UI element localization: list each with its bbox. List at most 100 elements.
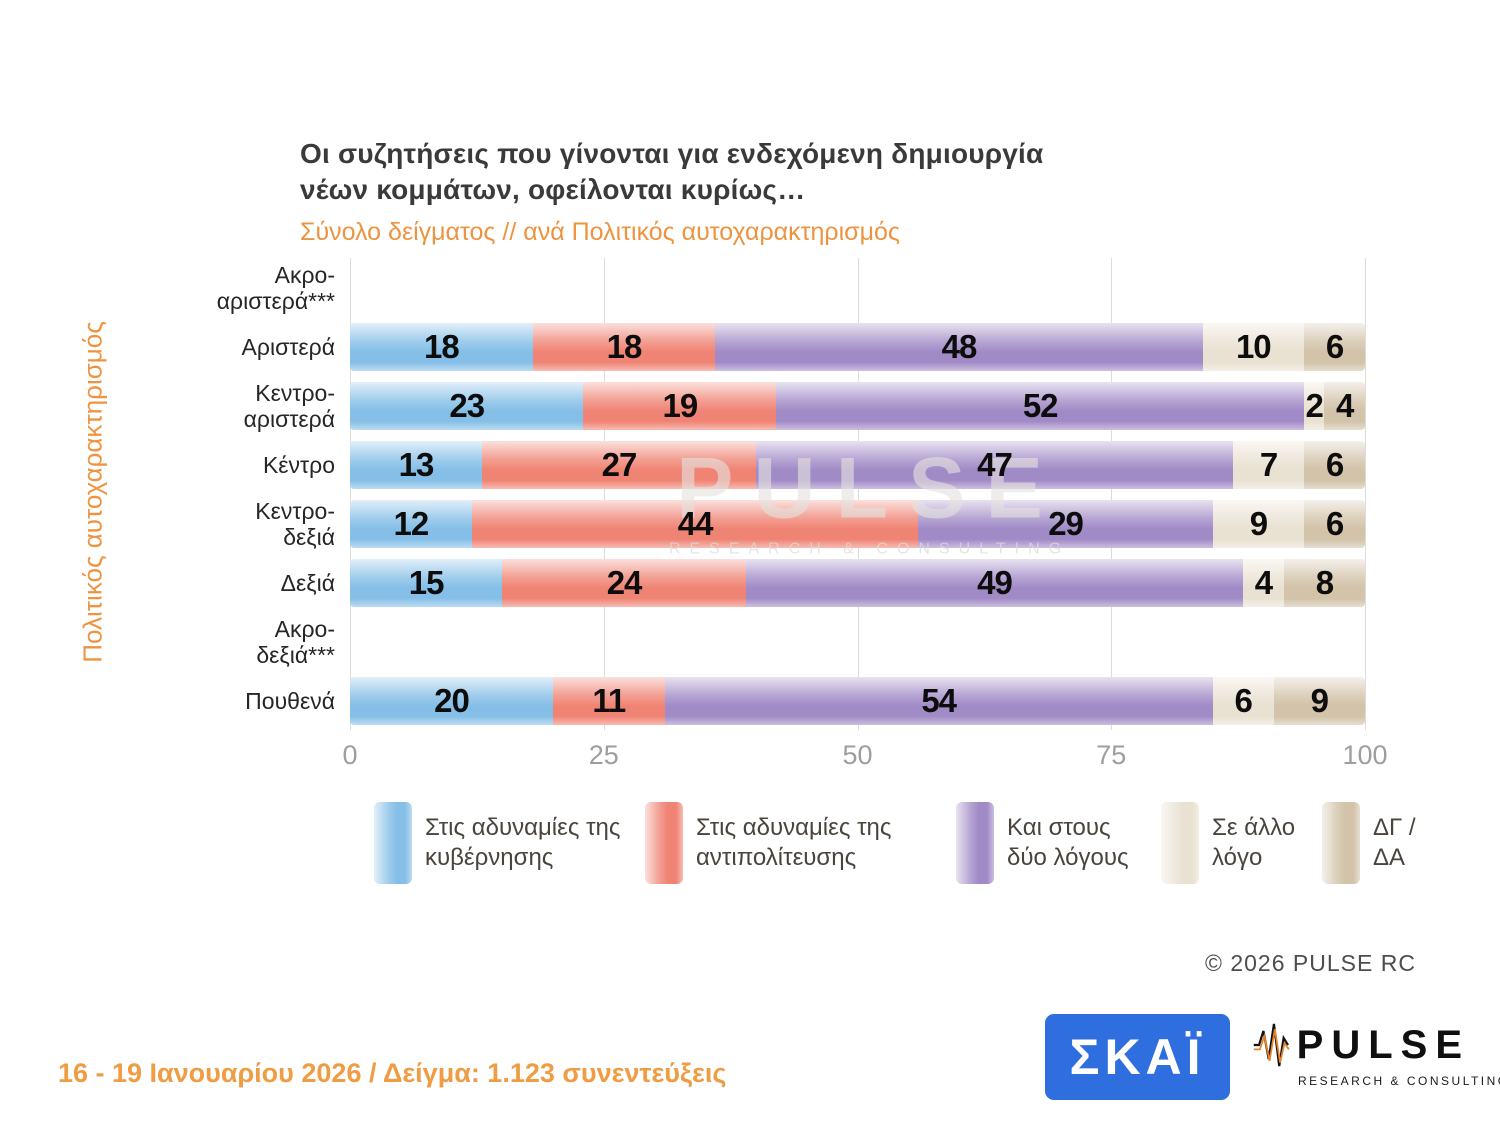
category-label-line: Ακρο- <box>274 615 335 642</box>
bar-value: 10 <box>1235 327 1272 365</box>
bar-segment: 29 <box>918 499 1213 548</box>
gridline <box>1365 258 1366 730</box>
bar-segment: 44 <box>471 499 919 548</box>
legend-item: Και στους δύο λόγους <box>956 802 1139 884</box>
bar-value: 18 <box>423 327 460 365</box>
bar-value: 6 <box>1325 445 1344 483</box>
gridline <box>1111 258 1113 730</box>
legend-item: Στις αδυναμίες της κυβέρνησης <box>374 802 623 884</box>
legend-label: Στις αδυναμίες της κυβέρνησης <box>425 814 621 871</box>
category-label: Πουθενά <box>95 671 335 730</box>
bar-rows: 18 18 48 10 6 23 19 52 2 4 13 27 47 7 6 12 44 29 9 6 15 24 49 4… <box>350 258 1365 730</box>
bar-value: 47 <box>977 445 1013 483</box>
gridline <box>350 258 351 730</box>
bar-value: 8 <box>1315 563 1334 601</box>
category-label-line: Ακρο- <box>274 261 335 288</box>
category-label-line: αριστερά*** <box>216 287 335 314</box>
pulse-logo-text: PULSE <box>1296 1022 1470 1067</box>
x-axis-tick-label: 0 <box>342 740 358 770</box>
bar-value: 52 <box>1022 386 1059 424</box>
bar-segment: 10 <box>1202 322 1305 371</box>
bar-segment: 9 <box>1273 676 1365 725</box>
category-labels: Ακρο-αριστερά*** Αριστερά Κεντρο-αριστερά Κ… <box>95 258 335 730</box>
pulse-logo-subtext: RESEARCH & CONSULTING <box>1298 1074 1500 1088</box>
bar-value: 11 <box>592 681 626 719</box>
category-label-line: δεξιά*** <box>256 641 335 668</box>
legend-swatch <box>1161 802 1199 884</box>
legend-label: Στις αδυναμίες της αντιπολίτευσης <box>696 814 892 871</box>
chart-title-line1: Οι συζητήσεις που γίνονται για ενδεχόμεν… <box>300 138 1044 169</box>
bar-value: 23 <box>449 386 485 424</box>
bar-segment: 8 <box>1283 558 1365 607</box>
bar-segment: 13 <box>350 440 482 489</box>
x-axis-tick-label: 75 <box>1096 740 1127 770</box>
bar-value: 6 <box>1234 681 1253 719</box>
category-label-line: αριστερά <box>243 405 335 432</box>
bar-segment: 49 <box>745 558 1244 607</box>
pulse-logo: PULSE RESEARCH & CONSULTING KOSMON <box>1252 1018 1500 1088</box>
category-label-line: Κεντρο- <box>255 379 335 406</box>
bar-value: 4 <box>1254 563 1273 601</box>
bar-row: 18 18 48 10 6 <box>350 317 1365 376</box>
bar-row <box>350 612 1365 671</box>
bar-segment: 48 <box>715 322 1203 371</box>
footer-note: 16 - 19 Ιανουαρίου 2026 / Δείγμα: 1.123 … <box>58 1058 727 1088</box>
plot-area: 18 18 48 10 6 23 19 52 2 4 13 27 47 7 6 12 44 29 9 6 15 24 49 4… <box>350 258 1366 730</box>
bar-segment: 52 <box>776 381 1305 430</box>
category-label: Ακρο-δεξιά*** <box>95 612 335 671</box>
category-label: Αριστερά <box>95 317 335 376</box>
bar-row: 20 11 54 6 9 <box>350 671 1365 730</box>
bar-value: 2 <box>1305 386 1324 424</box>
bar-segment: 9 <box>1212 499 1305 548</box>
bar-segment: 23 <box>350 381 584 430</box>
category-label: Κέντρο <box>95 435 335 494</box>
copyright: © 2026 PULSE RC <box>1205 950 1416 976</box>
bar-value: 49 <box>977 563 1013 601</box>
bar-segment: 6 <box>1304 499 1365 548</box>
category-label-line: Κεντρο- <box>255 497 335 524</box>
category-label-line: Κέντρο <box>262 451 335 478</box>
x-axis-tick-label: 25 <box>588 740 619 770</box>
legend: Στις αδυναμίες της κυβέρνησης Στις αδυναμ… <box>374 802 1451 884</box>
category-label-line: Δεξιά <box>280 569 335 596</box>
gridlines <box>350 258 1366 730</box>
legend-label: Σε άλλο λόγο <box>1212 814 1296 871</box>
bar-segment: 27 <box>481 440 756 489</box>
bar-value: 7 <box>1259 445 1278 483</box>
bar-value: 29 <box>1048 504 1084 542</box>
gridline <box>603 258 605 730</box>
bar-row: 15 24 49 4 8 <box>350 553 1365 612</box>
pulse-logo-top: PULSE <box>1252 1018 1470 1072</box>
bar-segment: 4 <box>1324 381 1365 430</box>
bar-row: 13 27 47 7 6 <box>350 435 1365 494</box>
bar-value: 9 <box>1249 504 1268 542</box>
bar-value: 9 <box>1310 681 1329 719</box>
category-label: Ακρο-αριστερά*** <box>95 258 335 317</box>
pulse-waveform-icon <box>1253 1023 1290 1067</box>
x-axis-tick-label: 50 <box>842 740 873 770</box>
bar-segment: 54 <box>664 676 1213 725</box>
bar-value: 19 <box>662 386 699 424</box>
bar-segment: 24 <box>502 558 746 607</box>
x-axis-ticks: 0 25 50 75 100 <box>342 740 1387 774</box>
legend-swatch <box>645 802 683 884</box>
bar-segment: 18 <box>350 322 533 371</box>
legend-swatch <box>956 802 994 884</box>
bar-value: 48 <box>941 327 978 365</box>
skai-logo-text: ΣΚΑΪ <box>1069 1029 1206 1085</box>
bar-value: 24 <box>606 563 643 601</box>
bar-segment: 19 <box>583 381 777 430</box>
legend-item: Στις αδυναμίες της αντιπολίτευσης <box>645 802 934 884</box>
pulse-logo-bottom: RESEARCH & CONSULTING KOSMON <box>1252 1074 1500 1088</box>
bar-segment: 15 <box>350 558 503 607</box>
legend-swatch <box>374 802 412 884</box>
x-axis-tick-label: 100 <box>1342 740 1388 770</box>
bar-value: 44 <box>677 504 714 542</box>
category-label-line: Αριστερά <box>241 333 335 360</box>
gridline <box>857 258 859 730</box>
bar-segment: 12 <box>350 499 472 548</box>
bar-segment: 2 <box>1304 381 1325 430</box>
bar-value: 15 <box>408 563 445 601</box>
chart-title: Οι συζητήσεις που γίνονται για ενδεχόμεν… <box>300 136 1043 208</box>
